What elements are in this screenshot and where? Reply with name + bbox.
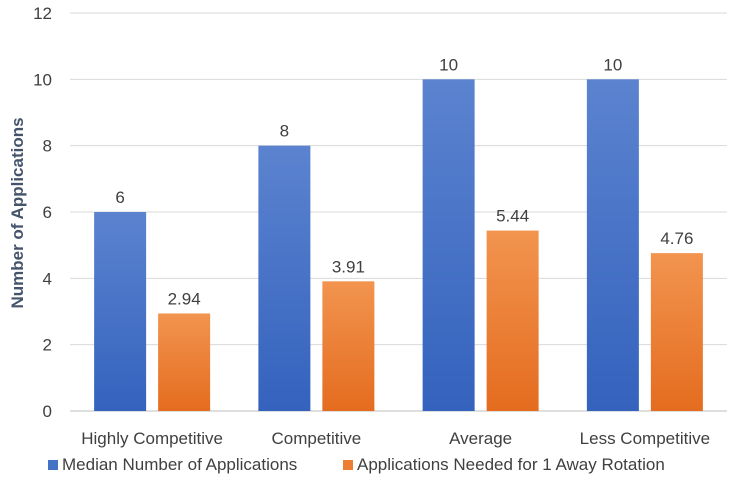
y-axis-ticks: 0 2 4 6 8 10 12 (33, 4, 52, 421)
bar-median-applications (422, 79, 475, 411)
bar-median-applications (258, 145, 311, 411)
y-tick-label: 12 (33, 4, 52, 23)
legend-item: Applications Needed for 1 Away Rotation (343, 455, 665, 474)
data-label: 2.94 (168, 289, 201, 308)
x-category-label: Competitive (271, 429, 361, 448)
y-tick-label: 4 (43, 269, 52, 288)
x-axis-labels: Highly Competitive Competitive Average Less… (81, 429, 710, 448)
bar-applications-away-rotation (158, 313, 211, 411)
legend-label: Median Number of Applications (62, 455, 297, 474)
legend-label: Applications Needed for 1 Away Rotation (357, 455, 665, 474)
data-labels: 6 2.94 8 3.91 10 5.44 10 4.76 (115, 55, 693, 308)
y-tick-label: 2 (43, 336, 52, 355)
data-label: 8 (280, 122, 289, 141)
bar-applications-away-rotation (486, 230, 539, 411)
bar-median-applications (586, 79, 639, 411)
bar-applications-away-rotation (650, 253, 703, 411)
data-label: 10 (439, 55, 458, 74)
y-tick-label: 6 (43, 203, 52, 222)
data-label: 6 (115, 188, 124, 207)
x-category-label: Highly Competitive (81, 429, 223, 448)
y-axis-title: Number of Applications (8, 117, 27, 308)
data-label: 5.44 (496, 207, 529, 226)
y-tick-label: 10 (33, 70, 52, 89)
x-category-label: Less Competitive (580, 429, 710, 448)
bar-median-applications (94, 212, 147, 411)
y-tick-label: 0 (43, 402, 52, 421)
y-tick-label: 8 (43, 137, 52, 156)
x-category-label: Average (449, 429, 512, 448)
bar-applications-away-rotation (322, 281, 375, 411)
legend-swatch (343, 460, 353, 470)
data-label: 4.76 (660, 229, 693, 248)
bars (94, 79, 703, 411)
legend-swatch (48, 460, 58, 470)
legend-item: Median Number of Applications (48, 455, 297, 474)
data-label: 10 (603, 55, 622, 74)
legend: Median Number of Applications Application… (48, 455, 665, 474)
data-label: 3.91 (332, 257, 365, 276)
